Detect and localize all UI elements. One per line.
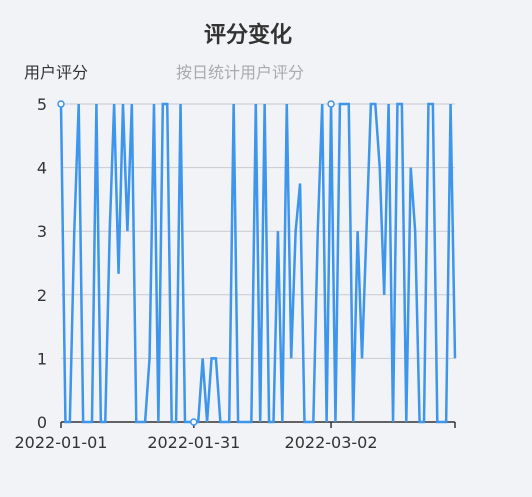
x-axis: 2022-01-01 2022-01-31 2022-03-02 (15, 421, 456, 452)
y-tick-label: 4 (37, 159, 47, 178)
data-point-marker[interactable] (57, 100, 65, 108)
x-tick-label: 2022-03-02 (285, 433, 378, 452)
chart-title: 评分变化 (204, 22, 292, 48)
y-tick-label: 1 (37, 349, 47, 368)
y-tick-label: 5 (37, 95, 47, 114)
legend-series-label[interactable]: 用户评分 (24, 63, 88, 82)
data-point-marker[interactable] (190, 418, 198, 426)
y-tick-label: 0 (37, 413, 47, 432)
y-tick-label: 3 (37, 222, 47, 241)
y-axis: 0 1 2 3 4 5 (37, 95, 47, 432)
series-line-user-rating[interactable] (59, 102, 457, 424)
y-tick-label: 2 (37, 286, 47, 305)
chart-subtitle: 按日统计用户评分 (176, 63, 304, 82)
x-tick-label: 2022-01-01 (15, 433, 108, 452)
x-tick-label: 2022-01-31 (147, 433, 240, 452)
data-point-marker[interactable] (327, 100, 335, 108)
series-layer (57, 100, 457, 426)
